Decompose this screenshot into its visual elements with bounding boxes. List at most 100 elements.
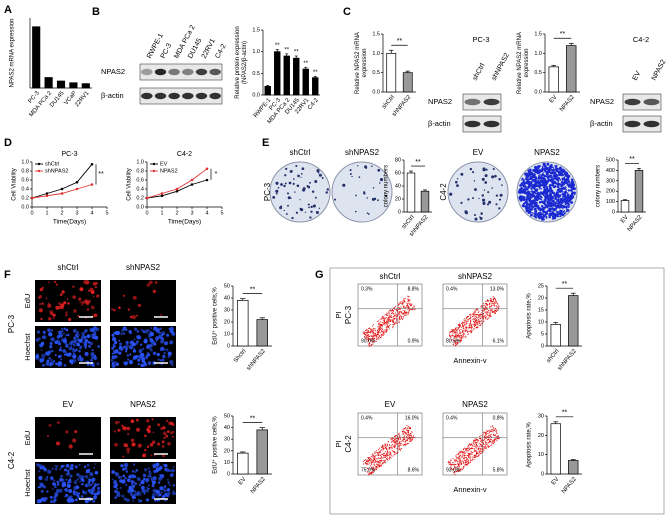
event bbox=[383, 460, 385, 462]
cell bbox=[97, 486, 100, 490]
colony bbox=[291, 216, 294, 220]
event bbox=[490, 299, 492, 301]
colony bbox=[548, 186, 552, 190]
event bbox=[473, 310, 475, 312]
y-tick-label: 500 bbox=[606, 157, 615, 163]
event bbox=[485, 307, 487, 309]
event bbox=[456, 459, 458, 461]
colony bbox=[554, 194, 557, 197]
colony bbox=[534, 196, 537, 198]
cell bbox=[92, 281, 97, 286]
y-axis-title: Apoptosis rate,% bbox=[527, 422, 533, 468]
colony bbox=[314, 180, 318, 183]
event bbox=[365, 336, 367, 338]
event bbox=[485, 313, 487, 315]
event bbox=[383, 330, 385, 332]
colony bbox=[522, 188, 525, 191]
colony bbox=[480, 212, 483, 215]
event bbox=[460, 451, 462, 453]
event bbox=[409, 439, 412, 441]
y-tick-label: 5 bbox=[541, 331, 544, 337]
colony bbox=[542, 217, 544, 219]
colony bbox=[544, 198, 547, 201]
bar bbox=[566, 45, 577, 93]
event bbox=[399, 443, 401, 445]
colony bbox=[559, 172, 561, 174]
event bbox=[454, 464, 456, 466]
x-tick-label: Shctrl bbox=[233, 348, 247, 364]
cell bbox=[45, 297, 48, 300]
x-tick-label: 5 bbox=[220, 210, 223, 216]
cell bbox=[65, 328, 69, 332]
quadrant-value: 90.0% bbox=[361, 338, 376, 344]
event bbox=[374, 335, 376, 337]
cell bbox=[61, 481, 67, 486]
point bbox=[175, 187, 179, 191]
blot-band bbox=[141, 68, 153, 76]
cell bbox=[47, 328, 51, 332]
event bbox=[466, 328, 468, 330]
event bbox=[480, 321, 482, 323]
column-label: shCtrl bbox=[290, 148, 311, 157]
event bbox=[494, 301, 496, 303]
event bbox=[484, 445, 487, 447]
colony bbox=[546, 206, 549, 209]
colony bbox=[456, 184, 459, 187]
cell bbox=[129, 491, 134, 496]
event bbox=[480, 438, 482, 440]
cell bbox=[67, 333, 70, 337]
event bbox=[451, 329, 453, 331]
cell bbox=[118, 351, 122, 355]
cell bbox=[136, 330, 140, 333]
event bbox=[489, 316, 491, 318]
event bbox=[373, 337, 375, 339]
colony bbox=[469, 167, 473, 171]
colony bbox=[467, 198, 470, 201]
colony bbox=[527, 209, 530, 212]
event bbox=[456, 335, 458, 337]
cell bbox=[69, 498, 73, 502]
event bbox=[469, 314, 471, 316]
event bbox=[474, 455, 476, 457]
cell bbox=[146, 283, 151, 287]
event bbox=[450, 464, 452, 466]
event bbox=[393, 321, 395, 323]
colony bbox=[543, 186, 545, 188]
cell bbox=[144, 434, 147, 438]
cell bbox=[52, 317, 55, 320]
colony bbox=[464, 211, 468, 215]
colony bbox=[541, 181, 545, 184]
quadrant-value: 0.4% bbox=[446, 415, 458, 421]
colony bbox=[275, 192, 278, 195]
event bbox=[454, 341, 457, 343]
colony bbox=[377, 168, 381, 172]
event bbox=[381, 317, 383, 319]
cell bbox=[134, 471, 137, 473]
event bbox=[366, 330, 368, 332]
cell bbox=[130, 438, 135, 442]
event bbox=[377, 338, 379, 340]
event bbox=[489, 430, 491, 433]
event bbox=[378, 461, 380, 463]
cell bbox=[114, 442, 118, 447]
cell bbox=[65, 353, 69, 356]
event bbox=[394, 440, 396, 442]
event bbox=[376, 336, 378, 338]
event bbox=[460, 334, 462, 336]
cell bbox=[83, 279, 88, 285]
event bbox=[481, 312, 483, 314]
legend-marker bbox=[37, 162, 41, 166]
cell bbox=[120, 332, 124, 335]
cell bbox=[130, 419, 135, 423]
colony bbox=[528, 184, 532, 188]
cell bbox=[126, 498, 130, 503]
event bbox=[378, 326, 380, 328]
quadrant-value: 0.9% bbox=[408, 338, 420, 344]
event bbox=[368, 334, 370, 336]
cell bbox=[116, 487, 119, 490]
cell bbox=[87, 299, 92, 303]
cell bbox=[162, 347, 166, 351]
y-tick-label: 0.0 bbox=[534, 89, 542, 95]
event bbox=[406, 424, 408, 427]
cell bbox=[88, 483, 92, 487]
